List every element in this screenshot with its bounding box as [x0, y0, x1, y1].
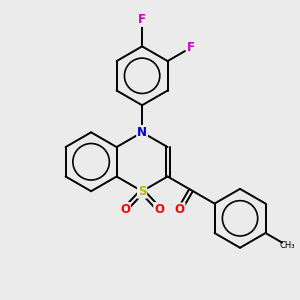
Text: S: S [138, 185, 146, 198]
Text: O: O [154, 203, 164, 216]
Text: F: F [138, 14, 146, 26]
Text: N: N [137, 126, 147, 139]
Text: CH₃: CH₃ [280, 241, 296, 250]
Text: O: O [120, 203, 130, 216]
Text: O: O [175, 203, 184, 216]
Text: F: F [187, 41, 195, 54]
